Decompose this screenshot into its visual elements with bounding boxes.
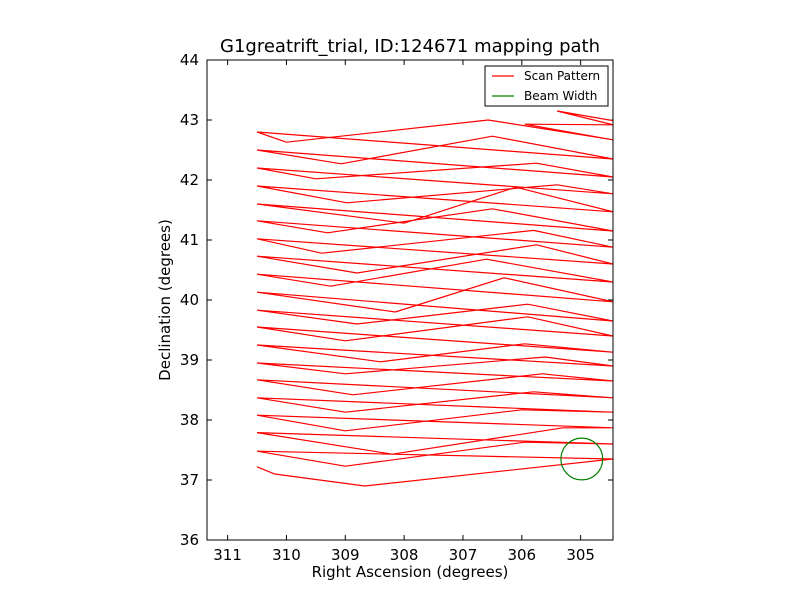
x-axis-label: Right Ascension (degrees) bbox=[312, 563, 509, 581]
y-tick-label: 39 bbox=[180, 351, 199, 369]
chart-title: G1greatrift_trial, ID:124671 mapping pat… bbox=[220, 36, 600, 57]
x-tick-label: 311 bbox=[213, 546, 242, 564]
axis-ticks: 311 310 309 308 307 306 305 36 37 38 39 40 41 42 43 44 bbox=[180, 51, 613, 564]
y-tick-label: 43 bbox=[180, 111, 199, 129]
x-tick-label: 308 bbox=[390, 546, 419, 564]
legend-box bbox=[484, 65, 609, 107]
legend-label-scan-pattern: Scan Pattern bbox=[524, 69, 600, 83]
y-tick-label: 40 bbox=[180, 291, 199, 309]
x-tick-label: 309 bbox=[331, 546, 360, 564]
y-tick-label: 37 bbox=[180, 471, 199, 489]
y-axis-label: Declination (degrees) bbox=[156, 219, 174, 381]
x-tick-label: 306 bbox=[507, 546, 536, 564]
y-tick-label: 38 bbox=[180, 411, 199, 429]
legend-label-beam-width: Beam Width bbox=[524, 89, 597, 103]
plot-area bbox=[256, 110, 613, 487]
y-tick-label: 36 bbox=[180, 531, 199, 549]
y-tick-label: 42 bbox=[180, 171, 199, 189]
beam-width-circle bbox=[560, 437, 604, 481]
y-tick-label: 44 bbox=[180, 51, 199, 69]
scan-pattern-line bbox=[256, 110, 613, 487]
y-tick-label: 41 bbox=[180, 231, 199, 249]
x-tick-label: 307 bbox=[449, 546, 478, 564]
x-tick-label: 305 bbox=[566, 546, 595, 564]
x-tick-label: 310 bbox=[272, 546, 301, 564]
legend: Scan Pattern Beam Width bbox=[484, 65, 609, 107]
plot-frame bbox=[206, 59, 614, 541]
